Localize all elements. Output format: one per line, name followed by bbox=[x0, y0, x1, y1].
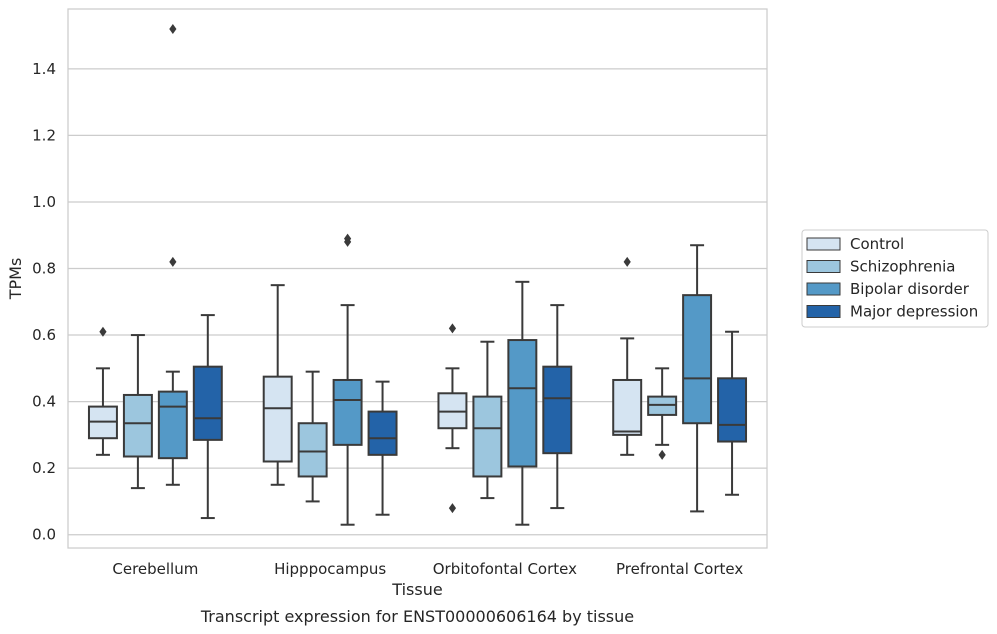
box-3-1 bbox=[647, 367, 678, 460]
y-axis-ticks: 0.0 0.2 0.4 0.6 0.8 1.0 1.2 1.4 bbox=[32, 60, 56, 544]
box-2-1 bbox=[472, 340, 503, 500]
legend-swatch bbox=[806, 282, 841, 296]
box-iqr bbox=[332, 378, 363, 446]
legend: Control Schizophrenia Bipolar disorder Majo… bbox=[801, 229, 989, 328]
y-axis-label: TPMs bbox=[6, 258, 25, 301]
box-1-1 bbox=[297, 370, 328, 503]
outlier-point bbox=[169, 256, 177, 267]
box-1-3 bbox=[367, 380, 398, 516]
legend-swatch bbox=[806, 305, 841, 318]
x-axis-label: Tissue bbox=[391, 580, 442, 599]
box-1-2 bbox=[332, 233, 363, 526]
box-iqr bbox=[122, 393, 153, 458]
box-0-3 bbox=[192, 314, 223, 520]
y-tick-label: 0.6 bbox=[32, 326, 56, 344]
box-iqr bbox=[192, 365, 223, 441]
box-iqr bbox=[472, 395, 503, 478]
y-tick-label: 0.0 bbox=[32, 526, 56, 544]
outlier-point bbox=[623, 256, 631, 267]
box-iqr bbox=[157, 390, 188, 460]
outlier-point bbox=[344, 233, 352, 244]
box-3-0 bbox=[612, 256, 643, 456]
box-2-0 bbox=[437, 323, 468, 514]
box-3-3 bbox=[717, 330, 748, 496]
outlier-point bbox=[169, 23, 177, 34]
box-iqr bbox=[297, 422, 328, 478]
box-iqr bbox=[507, 339, 538, 468]
x-axis-ticks: Cerebellum Hipppocampus Orbitofontal Corte… bbox=[112, 560, 743, 578]
chart-caption: Transcript expression for ENST0000060616… bbox=[200, 607, 634, 626]
box-iqr bbox=[717, 377, 748, 443]
x-tick-label: Orbitofontal Cortex bbox=[433, 560, 577, 578]
legend-label: Major depression bbox=[850, 303, 978, 321]
legend-swatch bbox=[806, 237, 841, 251]
legend-label: Bipolar disorder bbox=[850, 280, 970, 298]
plot-frame bbox=[67, 8, 768, 549]
x-tick-label: Hipppocampus bbox=[274, 560, 386, 578]
box-1-0 bbox=[262, 284, 293, 486]
y-tick-label: 1.4 bbox=[32, 60, 56, 78]
box-0-0 bbox=[87, 326, 118, 456]
box-3-2 bbox=[682, 244, 713, 513]
box-2-2 bbox=[507, 280, 538, 526]
legend-swatch bbox=[806, 260, 841, 273]
y-tick-label: 1.0 bbox=[32, 193, 56, 211]
y-tick-label: 1.2 bbox=[32, 126, 56, 144]
outlier-point bbox=[448, 503, 457, 514]
box-iqr bbox=[682, 294, 713, 425]
box-0-1 bbox=[122, 334, 153, 490]
outlier-point bbox=[658, 449, 666, 460]
box-groups bbox=[87, 23, 748, 526]
outlier-point bbox=[99, 326, 107, 337]
outlier-point bbox=[448, 323, 457, 334]
y-tick-label: 0.8 bbox=[32, 260, 56, 278]
box-iqr bbox=[262, 375, 293, 463]
y-tick-label: 0.2 bbox=[32, 459, 56, 477]
x-tick-label: Prefrontal Cortex bbox=[616, 560, 743, 578]
x-tick-label: Cerebellum bbox=[112, 560, 198, 578]
box-2-3 bbox=[542, 304, 573, 510]
legend-label: Control bbox=[850, 235, 904, 253]
box-iqr bbox=[612, 378, 643, 436]
legend-label: Schizophrenia bbox=[850, 258, 955, 276]
legend-frame bbox=[801, 229, 989, 328]
y-tick-label: 0.4 bbox=[32, 393, 56, 411]
box-iqr bbox=[542, 365, 573, 455]
box-iqr bbox=[367, 410, 398, 456]
box-0-2 bbox=[157, 23, 188, 486]
